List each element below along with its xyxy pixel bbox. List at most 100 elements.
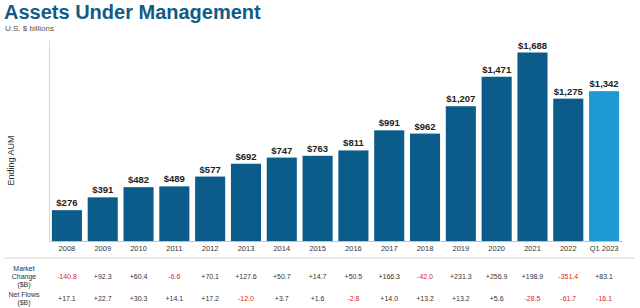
x-tick: 2015 (309, 241, 326, 253)
table-cell: +60.4 (130, 273, 148, 280)
table-cell: +17.1 (58, 295, 76, 302)
bar (159, 186, 189, 241)
bar (338, 150, 368, 241)
x-tick: 2020 (488, 241, 505, 253)
x-tick-label: 2020 (488, 244, 505, 253)
x-tick-label: 2013 (238, 244, 255, 253)
bar (52, 210, 82, 241)
table-cell: +13.2 (452, 295, 470, 302)
table-rule (4, 258, 634, 259)
x-tick-label: 2011 (166, 244, 182, 253)
subtitle: U.S. $ billions (5, 24, 54, 33)
x-tick-label: 2018 (417, 244, 434, 253)
data-label: $1,688 (518, 40, 547, 51)
table-cell: +14.0 (380, 295, 398, 302)
data-label: $482 (128, 174, 149, 185)
table-cell: +1.6 (311, 295, 325, 302)
x-tick-label: 2015 (309, 244, 326, 253)
x-tick-label: 2012 (202, 244, 219, 253)
row-label: MarketChange($B) (12, 265, 37, 289)
x-tick: 2008 (59, 241, 76, 253)
table-cell: +14.1 (165, 295, 183, 302)
table-cell: +256.9 (486, 273, 508, 280)
table-cell: +231.3 (450, 273, 472, 280)
table-cell: -2.8 (347, 295, 359, 302)
data-label: $577 (200, 164, 221, 175)
chart: Assets Under ManagementU.S. $ billions En… (0, 0, 640, 308)
bar (482, 77, 512, 241)
data-label: $811 (343, 137, 364, 148)
bar (410, 134, 440, 241)
x-tick: 2012 (202, 241, 219, 253)
bar (446, 106, 476, 241)
table-cell: +13.2 (416, 295, 434, 302)
table-cell: -12.0 (238, 295, 254, 302)
data-label: $1,207 (446, 93, 475, 104)
data-label: $1,275 (554, 86, 584, 97)
table-cell: +92.3 (94, 273, 112, 280)
x-tick-label: 2009 (94, 244, 111, 253)
data-label: $747 (271, 145, 292, 156)
y-axis-title: Ending AUM (6, 135, 16, 185)
table-cell: +22.7 (94, 295, 112, 302)
x-tick: 2014 (273, 241, 290, 253)
x-axis: 2008 2009 2010 2011 2012 2013 2014 2015 2016 2017… (50, 241, 623, 253)
data-label: $763 (307, 143, 328, 154)
x-tick: 2022 (560, 241, 577, 253)
x-tick: 2009 (94, 241, 111, 253)
data-label: $489 (164, 173, 185, 184)
x-tick-label: 2021 (524, 244, 541, 253)
data-label: $991 (379, 117, 401, 128)
table-cell: -28.5 (524, 295, 540, 302)
x-tick: 2016 (345, 241, 362, 253)
table: MarketChange($B)-140.8+92.3+60.4-6.6+70.… (4, 258, 634, 307)
x-tick-label: 2010 (130, 244, 147, 253)
bar (517, 53, 547, 241)
table-cell: +166.3 (378, 273, 400, 280)
table-cell: +17.2 (201, 295, 219, 302)
x-tick-label: 2008 (59, 244, 76, 253)
x-tick: 2017 (381, 241, 398, 253)
table-cell: +50.7 (273, 273, 291, 280)
x-tick: 2018 (417, 241, 434, 253)
bar (88, 197, 118, 241)
table-cell: -6.6 (168, 273, 180, 280)
table-cell: +50.5 (345, 273, 363, 280)
row-label: Net Flows($B) (8, 291, 40, 307)
x-tick: 2013 (238, 241, 255, 253)
title: Assets Under Management (4, 1, 261, 23)
bar (231, 164, 261, 241)
x-tick-label: 2017 (381, 244, 398, 253)
table-cell: +83.1 (595, 273, 613, 280)
table-cell: -16.1 (596, 295, 612, 302)
x-tick: 2011 (166, 241, 182, 253)
y-axis-line (49, 41, 50, 242)
table-cell: +127.6 (235, 273, 257, 280)
x-tick-label: 2019 (453, 244, 470, 253)
y-axis (49, 41, 50, 242)
table-cell: -42.0 (417, 273, 433, 280)
x-tick-label: 2016 (345, 244, 362, 253)
table-cell: +198.9 (522, 273, 544, 280)
bar (123, 187, 153, 241)
x-tick: 2021 (524, 241, 541, 253)
data-label: $962 (414, 121, 435, 132)
x-axis-line (50, 241, 623, 242)
x-tick: 2010 (130, 241, 147, 253)
table-cell: +3.7 (275, 295, 289, 302)
bar (553, 99, 583, 241)
table-cell: -351.4 (558, 273, 578, 280)
table-cell: +30.3 (130, 295, 148, 302)
data-label: $276 (56, 197, 77, 208)
bar (303, 156, 333, 241)
x-tick: Q1 2023 (590, 241, 619, 253)
x-tick: 2019 (453, 241, 470, 253)
bar (267, 158, 297, 241)
x-tick-label: Q1 2023 (590, 244, 619, 253)
data-label: $1,471 (482, 64, 512, 75)
data-labels: $276$391$482$489$577$692$747$763$811$991… (56, 40, 618, 209)
x-tick-label: 2022 (560, 244, 577, 253)
data-label: $1,342 (590, 78, 619, 89)
table-cell: -61.7 (560, 295, 576, 302)
bar (589, 91, 619, 241)
